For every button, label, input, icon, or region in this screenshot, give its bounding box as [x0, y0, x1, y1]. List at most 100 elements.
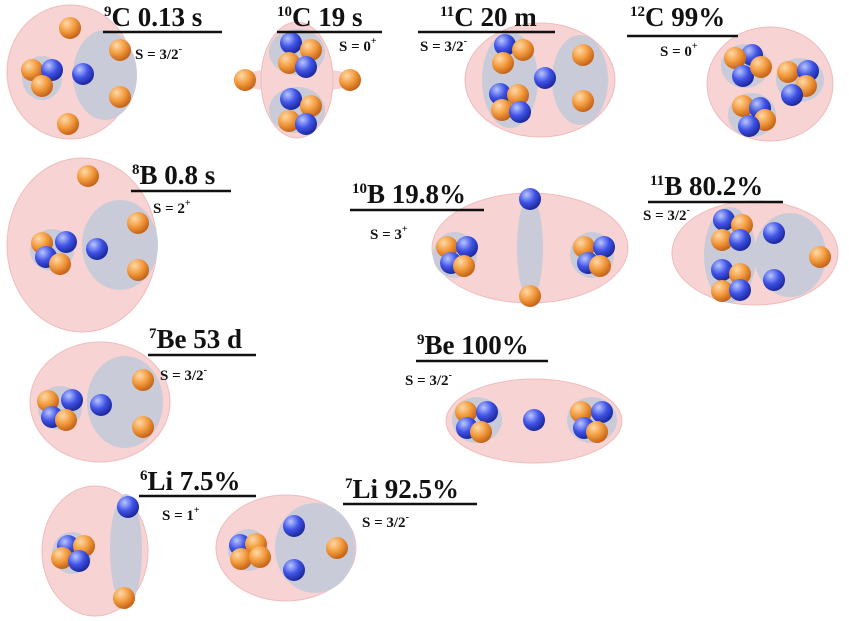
neutron: [456, 236, 478, 258]
spin-prefix: S =: [160, 368, 184, 384]
spin-value: 3/2: [444, 39, 463, 55]
neutron: [41, 59, 63, 81]
mass-number: 9: [104, 4, 112, 20]
nuclide-value: 19.8%: [392, 179, 466, 209]
nuclide-title: 10B 19.8%: [352, 179, 466, 209]
proton: [507, 84, 529, 106]
mass-number: 12: [630, 4, 645, 20]
nucleus-b8: [6, 157, 158, 333]
parity: -: [406, 512, 409, 523]
element-symbol: C: [112, 2, 132, 32]
proton: [491, 99, 513, 121]
element-symbol: Li: [353, 474, 379, 504]
nuclide-title: 7Li 92.5%: [345, 474, 459, 504]
proton: [278, 110, 300, 132]
proton: [51, 547, 73, 569]
nuclide-title: 7Be 53 d: [149, 324, 242, 354]
neutron: [117, 496, 139, 518]
nuclide-value: 19 s: [318, 2, 362, 32]
spin-label: S = 0+: [339, 36, 377, 55]
nucleus-be9: [445, 378, 623, 464]
proton: [113, 587, 135, 609]
nuclide-value: 20 m: [480, 2, 537, 32]
proton: [470, 421, 492, 443]
proton: [59, 17, 81, 39]
spin-label: S = 3/2-: [362, 512, 409, 531]
proton: [278, 52, 300, 74]
nuclide-value: 100%: [461, 330, 529, 360]
neutron: [534, 67, 556, 89]
proton: [777, 61, 799, 83]
element-symbol: Li: [148, 466, 174, 496]
proton: [729, 263, 751, 285]
proton: [132, 416, 154, 438]
neutron: [591, 401, 613, 423]
neutron: [295, 113, 317, 135]
spin-label: S = 1+: [162, 505, 200, 524]
nuclide-title: 11C 20 m: [440, 2, 537, 32]
proton: [809, 246, 831, 268]
spin-prefix: S =: [339, 39, 363, 55]
proton: [300, 39, 322, 61]
neutron: [283, 515, 305, 537]
spin-value: 1: [186, 508, 194, 524]
neutron: [732, 65, 754, 87]
mass-number: 6: [140, 468, 148, 484]
proton: [230, 548, 252, 570]
parity: -: [464, 36, 467, 47]
spin-prefix: S =: [135, 47, 159, 63]
spin-value: 3/2: [667, 208, 686, 224]
spin-prefix: S =: [370, 227, 394, 243]
proton: [586, 421, 608, 443]
nuclide-value: 0.8 s: [164, 160, 215, 190]
neutron: [295, 56, 317, 78]
spin-value: 3/2: [184, 368, 203, 384]
neutron: [593, 236, 615, 258]
spin-value: 3/2: [429, 373, 448, 389]
spin-prefix: S =: [162, 508, 186, 524]
proton: [57, 113, 79, 135]
neutron: [90, 394, 112, 416]
cluster-region: [110, 494, 142, 606]
neutron: [55, 231, 77, 253]
proton: [109, 86, 131, 108]
neutron: [283, 559, 305, 581]
proton: [711, 280, 733, 302]
spin-label: S = 3+: [370, 224, 408, 243]
parity: -: [687, 205, 690, 216]
element-symbol: C: [292, 2, 312, 32]
proton: [589, 255, 611, 277]
parity: +: [194, 505, 200, 516]
nuclide-title: 8B 0.8 s: [132, 160, 215, 190]
cluster-region: [517, 196, 543, 300]
nuclide-title: 12C 99%: [630, 2, 725, 32]
proton: [132, 369, 154, 391]
spin-prefix: S =: [362, 515, 386, 531]
spin-label: S = 2+: [153, 198, 191, 217]
proton: [732, 95, 754, 117]
spin-label: S = 3/2-: [135, 44, 182, 63]
spin-label: S = 3/2-: [420, 36, 467, 55]
neutron: [86, 238, 108, 260]
mass-number: 11: [650, 173, 664, 189]
element-symbol: B: [367, 179, 385, 209]
element-symbol: C: [454, 2, 474, 32]
nucleus-b11: [671, 200, 839, 306]
neutron: [494, 34, 516, 56]
mass-number: 10: [352, 181, 367, 197]
neutron: [781, 84, 803, 106]
neutron: [763, 222, 785, 244]
neutron: [523, 409, 545, 431]
nuclide-title: 6Li 7.5%: [140, 466, 241, 496]
spin-prefix: S =: [405, 373, 429, 389]
element-symbol: C: [645, 2, 665, 32]
proton: [109, 39, 131, 61]
proton: [21, 59, 43, 81]
proton: [55, 409, 77, 431]
parity: -: [204, 365, 207, 376]
spin-label: S = 3/2-: [405, 370, 452, 389]
proton: [711, 229, 733, 251]
spin-value: 3/2: [159, 47, 178, 63]
parity: +: [402, 224, 408, 235]
